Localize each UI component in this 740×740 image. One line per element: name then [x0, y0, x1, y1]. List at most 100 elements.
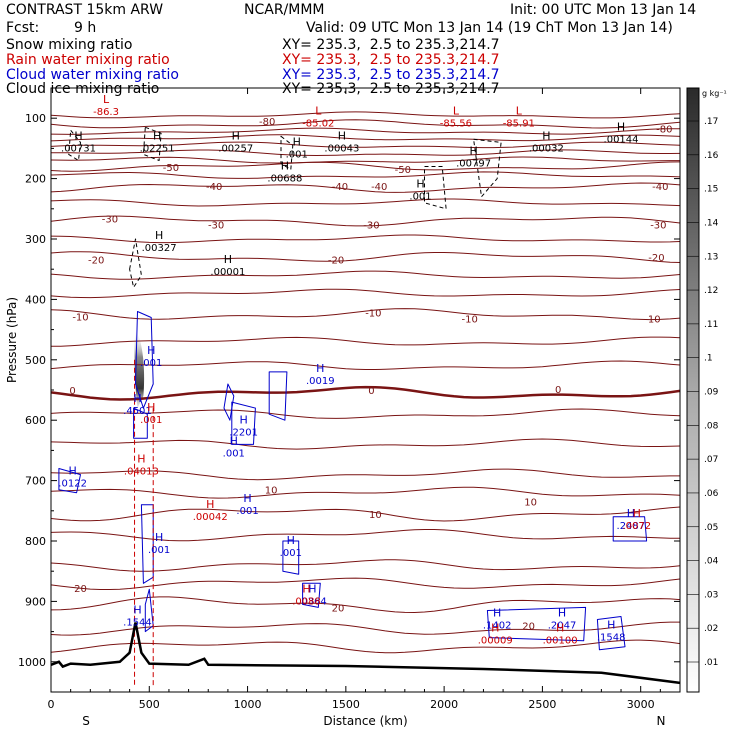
- y-tick-label: 300: [25, 233, 46, 246]
- y-tick-label: 700: [25, 475, 46, 488]
- high-marker: H: [491, 622, 499, 635]
- field-label-cloud-water: Cloud water mixing ratio: [6, 67, 179, 83]
- field-xy-rain: XY= 235.3, 2.5 to 235.3,214.7: [282, 52, 500, 68]
- x-tick-label: 2500: [528, 698, 556, 711]
- high-marker: H: [316, 362, 324, 375]
- extremum-value: .001: [236, 506, 258, 517]
- high-marker: H: [281, 160, 289, 173]
- temperature-contour-label: -30: [650, 221, 666, 232]
- extremum-value: .001: [148, 545, 170, 556]
- colorbar-tick-label: .02: [704, 624, 718, 634]
- temperature-contour-m80: [51, 119, 680, 129]
- temperature-contours: [51, 111, 680, 654]
- snow-contour: [424, 166, 447, 210]
- temperature-contour-10: [51, 506, 680, 522]
- cloud-water-contour: [302, 582, 321, 608]
- temperature-contour-minor: [51, 288, 680, 299]
- x-tick-label: 1500: [332, 698, 360, 711]
- temperature-contour-label: -80: [259, 117, 275, 128]
- cloud-water-contour: [231, 401, 256, 445]
- temperature-contour-minor: [51, 559, 680, 572]
- temperature-contour-label: -80: [656, 124, 672, 135]
- high-marker: H: [617, 120, 625, 133]
- temperature-contour-minor: [51, 468, 680, 481]
- temperature-contour-label: 20: [332, 603, 345, 614]
- high-marker: H: [239, 413, 247, 426]
- extremum-value: .00042: [193, 512, 228, 523]
- extremum-value: .00257: [218, 143, 253, 154]
- temperature-contour-minor: [51, 134, 680, 142]
- terrain-line: [51, 622, 680, 685]
- colorbar-tick-label: .1: [704, 354, 713, 364]
- extremum-value: .00731: [61, 143, 96, 154]
- temperature-contour-m20: [51, 251, 680, 263]
- extremum-value: .2487: [617, 521, 646, 532]
- temperature-contour-label: 10: [524, 498, 537, 509]
- extremum-value: .001: [409, 192, 431, 203]
- cloud-water-contour: [486, 606, 587, 642]
- colorbar-tick-label: .16: [704, 151, 719, 161]
- low-marker: L: [516, 105, 523, 118]
- low-marker: L: [453, 105, 460, 118]
- colorbar-tick-label: .13: [704, 252, 718, 262]
- extremum-value: .001: [223, 448, 245, 459]
- temperature-contour-label: 20: [522, 622, 535, 633]
- extremum-value: .00043: [324, 143, 359, 154]
- snow-contour: [280, 135, 294, 170]
- x-axis-label: Distance (km): [323, 714, 407, 728]
- high-marker: H: [287, 534, 295, 547]
- field-xy-snow: XY= 235.3, 2.5 to 235.3,214.7: [282, 37, 500, 53]
- cloud-water-contour: [223, 383, 235, 421]
- y-axis-label: Pressure (hPa): [5, 297, 19, 383]
- extremum-value: .0088: [292, 596, 321, 607]
- temperature-contour-label: -20: [648, 253, 664, 264]
- colorbar-tick-label: .14: [704, 218, 719, 228]
- high-marker: H: [633, 507, 641, 520]
- temperature-contour-0: [51, 385, 680, 401]
- temperature-contour-label: 10: [369, 510, 382, 521]
- colorbar-tick-label: .15: [704, 185, 718, 195]
- snow-contour: [473, 138, 502, 198]
- extremum-value: -85.91: [503, 119, 535, 130]
- high-marker: H: [469, 144, 477, 157]
- y-tick-label: 500: [25, 354, 46, 367]
- south-label: S: [82, 714, 90, 728]
- temperature-contour-minor: [51, 438, 680, 450]
- high-marker: H: [68, 465, 76, 478]
- extremum-value: .2201: [229, 427, 258, 438]
- temperature-contour-label: -30: [363, 221, 379, 232]
- cloud-water-contour: [596, 616, 626, 651]
- high-marker: H: [302, 582, 310, 595]
- high-marker: H: [230, 434, 238, 447]
- contour-labels: -80 -80 -50 -50 -40 -40 -40 -40 -30 -30 -30 -30 -20 -…: [69, 117, 672, 632]
- colorbar-tick-label: .12: [704, 286, 718, 296]
- center-name: NCAR/MMM: [244, 2, 325, 18]
- extremum-value: .4501: [123, 406, 152, 417]
- high-marker: H: [556, 622, 564, 635]
- low-marker: L: [103, 93, 110, 106]
- cloud-water-contour: [135, 311, 154, 409]
- cloud-water-contour: [58, 468, 81, 494]
- colorbar-tick-label: .09: [704, 388, 719, 398]
- extremum-value: .00327: [142, 243, 177, 254]
- temperature-contour-label: 0: [555, 385, 561, 396]
- extremum-value: .00688: [267, 174, 302, 185]
- snow-contour: [142, 126, 162, 161]
- high-marker: H: [308, 582, 316, 595]
- temperature-contour-m40: [51, 182, 680, 193]
- high-marker: H: [607, 619, 615, 632]
- temperature-contour-label: -40: [206, 182, 222, 193]
- colorbar-unit: g kg⁻¹: [702, 89, 727, 98]
- temperature-contour-label: -30: [208, 221, 224, 232]
- y-tick-label: 100: [25, 112, 46, 125]
- snow-contour: [68, 129, 81, 161]
- temperature-contour-20: [51, 596, 680, 614]
- field-label-cloud-ice: Cloud ice mixing ratio: [6, 81, 160, 97]
- low-marker: L: [315, 105, 322, 118]
- extremum-value: .00009: [478, 636, 513, 647]
- temperature-contour-label: -20: [88, 256, 104, 267]
- temperature-contour-m10: [51, 308, 680, 321]
- extremum-value: .0072: [622, 521, 651, 532]
- high-marker: H: [133, 604, 141, 617]
